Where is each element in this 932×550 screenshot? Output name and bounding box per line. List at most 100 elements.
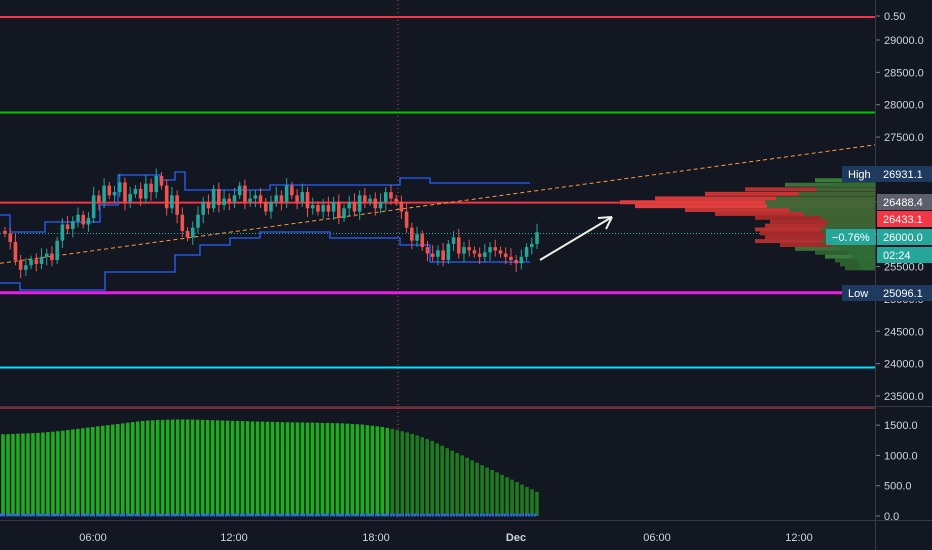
volume-profile-bar bbox=[760, 231, 875, 236]
candle-body bbox=[410, 227, 414, 241]
candle-body bbox=[190, 227, 195, 238]
volume-bar bbox=[66, 429, 70, 516]
volume-bar bbox=[320, 422, 325, 516]
candle-body bbox=[383, 192, 388, 202]
price-axis-label: 28000.0 bbox=[884, 100, 924, 112]
price-tag-value: 26931.1 bbox=[883, 169, 923, 181]
volume-profile-bar bbox=[789, 208, 875, 213]
volume-bar bbox=[41, 432, 45, 516]
volume-bar bbox=[76, 428, 80, 516]
volume-bar bbox=[495, 472, 499, 516]
volume-bar bbox=[405, 432, 410, 516]
volume-bar bbox=[56, 431, 60, 516]
volume-bar bbox=[225, 420, 230, 516]
volume-bar bbox=[6, 434, 10, 516]
volume-bar bbox=[500, 474, 504, 516]
volume-bar bbox=[425, 439, 430, 516]
volume-bar bbox=[255, 421, 260, 516]
price-axis-label: 0.50 bbox=[884, 11, 905, 23]
candle-body bbox=[326, 205, 331, 212]
volume-bar bbox=[340, 423, 345, 516]
candle-body bbox=[467, 247, 471, 251]
candle-body bbox=[227, 198, 232, 202]
volume-bar bbox=[1, 434, 5, 516]
volume-bar bbox=[36, 432, 40, 516]
volume-bar bbox=[120, 423, 125, 516]
candle-body bbox=[509, 256, 513, 261]
candle-body bbox=[347, 201, 352, 209]
price-axis-label: 24500.0 bbox=[884, 326, 924, 338]
time-axis-label: 06:00 bbox=[79, 532, 107, 544]
volume-bar bbox=[215, 420, 220, 516]
volume-bar bbox=[130, 422, 135, 516]
volume-bar bbox=[26, 433, 30, 516]
candle-body bbox=[8, 233, 13, 242]
volume-bar bbox=[96, 426, 100, 516]
volume-bar bbox=[115, 423, 120, 516]
volume-profile-bar bbox=[803, 211, 875, 216]
price-axis-label: 24000.0 bbox=[884, 359, 924, 371]
volume-bar bbox=[175, 419, 180, 516]
volume-bar bbox=[535, 491, 539, 516]
candle-body bbox=[441, 250, 445, 261]
candle-body bbox=[44, 253, 49, 257]
volume-bar bbox=[210, 420, 215, 516]
candle-body bbox=[290, 185, 294, 196]
price-tag-label: High bbox=[848, 169, 871, 181]
volume-bar bbox=[101, 425, 105, 516]
volume-profile-bar bbox=[755, 215, 875, 220]
volume-axis-label: 500.0 bbox=[884, 481, 912, 493]
time-axis-label: 06:00 bbox=[643, 532, 671, 544]
candle-body bbox=[102, 185, 106, 202]
volume-bar bbox=[295, 422, 300, 516]
volume-bar bbox=[285, 422, 290, 516]
volume-profile-bar bbox=[840, 262, 875, 267]
volume-bar bbox=[180, 419, 185, 516]
volume-bar bbox=[145, 420, 150, 516]
volume-bar bbox=[86, 427, 90, 516]
volume-bar bbox=[505, 477, 509, 516]
candle-body bbox=[217, 188, 221, 206]
time-axis[interactable]: 06:00 12:00 18:00 Dec 06:00 12:00 bbox=[79, 532, 813, 544]
volume-bar bbox=[250, 421, 255, 516]
volume-bar bbox=[110, 424, 115, 516]
candle-body bbox=[112, 192, 117, 196]
candle-body bbox=[310, 205, 315, 209]
candle-body bbox=[206, 201, 211, 209]
price-tag-change: −0.76% bbox=[832, 232, 870, 244]
volume-profile-bar bbox=[620, 200, 875, 205]
trend-line bbox=[0, 144, 876, 264]
candle-body bbox=[472, 250, 477, 254]
candle-body bbox=[123, 182, 127, 202]
candle-body bbox=[488, 247, 492, 253]
volume-bar bbox=[270, 421, 275, 516]
volume-bar bbox=[420, 437, 425, 516]
volume-bar bbox=[185, 419, 190, 516]
volume-profile-bar bbox=[834, 182, 875, 187]
volume-pane[interactable] bbox=[0, 419, 539, 517]
volume-bar bbox=[395, 429, 400, 516]
candle-body bbox=[305, 192, 310, 209]
volume-bar bbox=[375, 426, 380, 516]
candle-body bbox=[175, 195, 179, 215]
volume-profile-bar bbox=[655, 196, 875, 201]
volume-bar bbox=[330, 423, 335, 516]
candle-body bbox=[425, 247, 430, 254]
volume-bar bbox=[385, 427, 390, 516]
price-tag-bg bbox=[877, 211, 932, 227]
price-tag-bg bbox=[877, 166, 932, 182]
volume-profile-bar bbox=[635, 204, 875, 209]
volume-profile-bar bbox=[845, 266, 875, 271]
candle-body bbox=[117, 182, 122, 193]
candle-body bbox=[436, 250, 440, 257]
candle-body bbox=[493, 247, 498, 251]
volume-profile-bar bbox=[827, 219, 875, 224]
candle-body bbox=[24, 265, 28, 270]
channel-lower bbox=[0, 231, 530, 291]
candle-body bbox=[65, 224, 70, 230]
candle-body bbox=[462, 247, 466, 254]
volume-profile-bar bbox=[839, 246, 875, 251]
candle-body bbox=[232, 195, 237, 202]
candle-body bbox=[321, 205, 325, 212]
